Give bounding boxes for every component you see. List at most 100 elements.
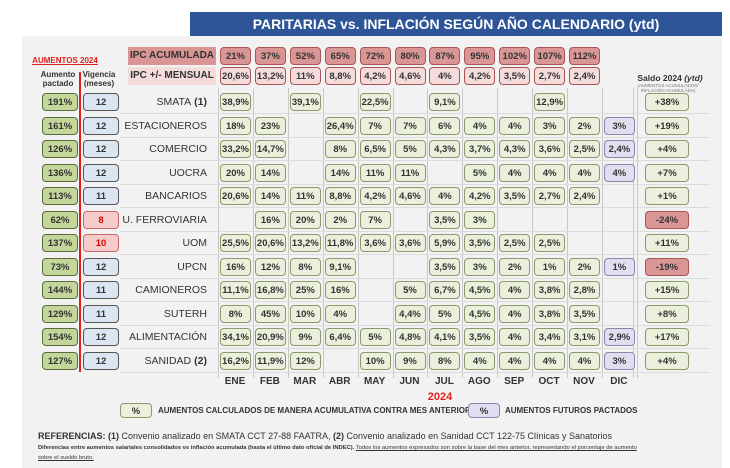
row-label: UOCRA xyxy=(0,167,207,179)
aumento-pactado: 126% xyxy=(42,140,78,158)
ipc-acumulada-value: 21% xyxy=(220,47,251,65)
month-label: ABR xyxy=(328,376,351,387)
month-label: NOV xyxy=(573,376,595,387)
raise-cell: 11,1% xyxy=(220,281,251,299)
year-label: 2024 xyxy=(427,391,453,403)
ipc-acumulada-value: 95% xyxy=(464,47,496,65)
raise-cell: 7% xyxy=(359,116,391,135)
legend-calc-label: AUMENTOS CALCULADOS DE MANERA ACUMULATIV… xyxy=(158,406,471,415)
ipc-acumulada-value: 112% xyxy=(569,47,600,65)
raise-cell: 4% xyxy=(499,351,531,370)
page-title: PARITARIAS vs. INFLACIÓN SEGÚN AÑO CALEN… xyxy=(190,12,722,36)
raise-cell: 7% xyxy=(359,210,391,229)
raise-cell: 3,8% xyxy=(534,281,566,299)
col-aumento-header: Aumento pactado xyxy=(40,70,76,88)
raise-cell: 8,8% xyxy=(324,187,356,205)
ipc-mensual-value: 13,2% xyxy=(254,67,286,85)
raise-cell: 4% xyxy=(324,304,356,323)
row-label: UPCN xyxy=(0,261,207,273)
ref-2-text: Convenio analizado en Sanidad CCT 122-75… xyxy=(346,431,613,441)
row-divider xyxy=(120,301,710,302)
month-label: ENE xyxy=(224,376,246,387)
ipc-mensual-value: 4,6% xyxy=(394,67,426,85)
raise-cell: 2,5% xyxy=(569,140,600,158)
raise-cell: 11,9% xyxy=(254,351,286,370)
row-label: SUTERH xyxy=(0,308,207,320)
raise-cell: 20% xyxy=(289,210,321,229)
raise-cell: 6,5% xyxy=(359,140,391,158)
raise-cell: 3% xyxy=(464,210,496,229)
column-divider xyxy=(532,88,534,378)
raise-cell: 4% xyxy=(429,187,461,205)
row-label: COMERCIO xyxy=(0,143,207,155)
month-label: JUL xyxy=(434,376,454,387)
raise-cell: 25,5% xyxy=(220,234,251,252)
row-label: UOM xyxy=(0,237,208,249)
aumento-pactado: 73% xyxy=(42,257,78,276)
saldo-value: +1% xyxy=(645,187,689,205)
raise-cell: 23% xyxy=(254,116,286,135)
ipc-acumulada-value: 72% xyxy=(359,47,391,65)
raise-cell: 8% xyxy=(324,140,356,158)
raise-cell: 3,6% xyxy=(359,234,391,252)
raise-cell: 4% xyxy=(499,304,531,323)
month-label: OCT xyxy=(538,376,560,387)
raise-cell: 4% xyxy=(534,163,566,182)
raise-cell: 12% xyxy=(254,257,286,276)
union-name: ALIMENTACIÓN xyxy=(129,331,207,343)
union-note: (1) xyxy=(194,96,207,108)
row-divider xyxy=(120,160,710,161)
row-label: U. FERROVIARIA xyxy=(0,214,207,226)
raise-cell: 3,6% xyxy=(394,234,426,252)
month-label: AGO xyxy=(467,376,491,387)
raise-cell: 9,1% xyxy=(324,257,356,276)
ipc-mensual-value: 2,7% xyxy=(534,67,566,85)
raise-cell: 33,2% xyxy=(220,140,251,158)
footnote-1: Diferencias entre aumentos salariales co… xyxy=(38,445,355,451)
vigencia-meses: 12 xyxy=(83,328,119,346)
raise-cell: 18% xyxy=(220,116,251,135)
union-note: (2) xyxy=(194,354,207,367)
union-name: SMATA xyxy=(156,96,192,108)
raise-cell: 4,3% xyxy=(499,140,531,158)
row-divider xyxy=(120,183,710,185)
raise-cell: 3% xyxy=(603,351,635,370)
raise-cell: 8% xyxy=(429,351,461,370)
raise-cell: 11% xyxy=(394,163,426,182)
raise-cell: 3,5% xyxy=(499,187,531,205)
vigencia-meses: 12 xyxy=(83,140,119,158)
raise-cell: 4,4% xyxy=(394,304,426,323)
raise-cell: 2% xyxy=(569,257,600,276)
raise-cell: 4,2% xyxy=(464,187,496,205)
raise-cell: 12,9% xyxy=(534,93,566,111)
raise-cell: 20,6% xyxy=(220,187,251,205)
union-name: UOCRA xyxy=(169,166,207,179)
column-divider xyxy=(633,88,634,378)
month-label: MAY xyxy=(363,376,386,387)
column-divider xyxy=(322,88,324,378)
row-divider xyxy=(120,207,710,208)
month-label: SEP xyxy=(504,376,525,387)
raise-cell: 4% xyxy=(569,351,600,370)
aumento-pactado: 144% xyxy=(42,281,78,299)
raise-cell: 5% xyxy=(429,304,461,323)
raise-cell: 3,4% xyxy=(534,328,566,346)
aumento-pactado: 136% xyxy=(42,163,78,182)
month-label: FEB xyxy=(259,376,280,387)
saldo-value: +17% xyxy=(645,328,689,346)
ipc-mensual-value: 20,6% xyxy=(220,67,251,85)
saldo-value: +8% xyxy=(645,304,689,323)
ref-label: REFERENCIAS: xyxy=(38,431,106,441)
raise-cell: 4% xyxy=(569,163,600,182)
raise-cell: 39,1% xyxy=(289,93,321,111)
raise-cell: 3% xyxy=(534,116,566,135)
raise-cell: 16% xyxy=(324,281,356,299)
raise-cell: 5% xyxy=(394,140,426,158)
ipc-mensual-label: IPC +/- MENSUAL xyxy=(128,67,216,85)
column-divider xyxy=(636,88,638,378)
ipc-acumulada-value: 37% xyxy=(254,47,286,65)
ipc-acumulada-value: 87% xyxy=(429,47,461,65)
raise-cell: 13,2% xyxy=(289,234,321,252)
union-name: SUTERH xyxy=(163,307,207,320)
row-label: ALIMENTACIÓN xyxy=(0,331,207,343)
